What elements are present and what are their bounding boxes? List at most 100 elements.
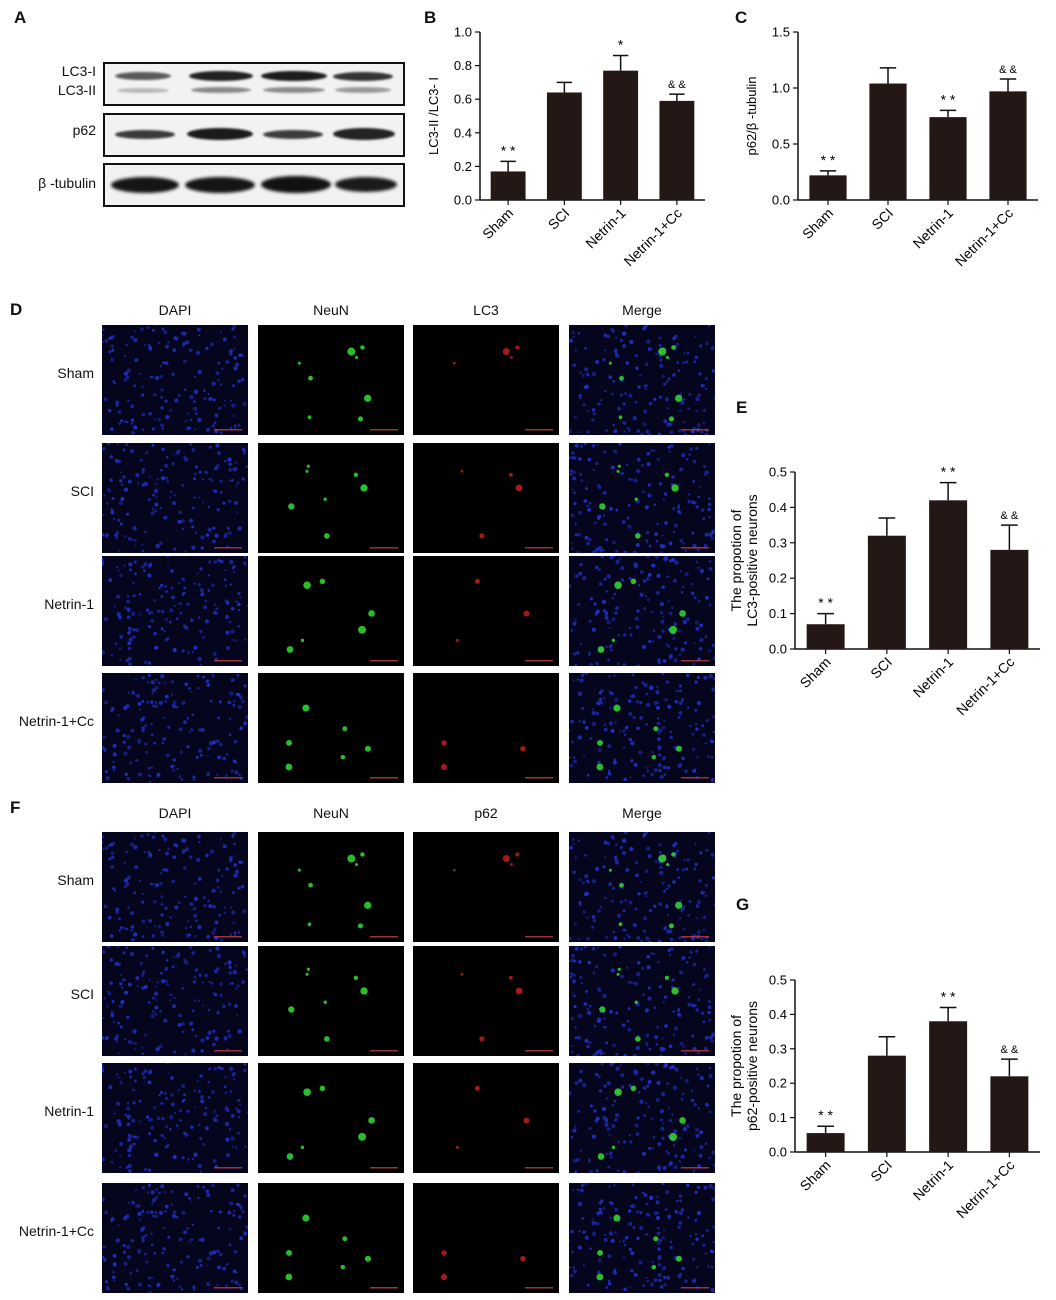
wb-label-p62: p62 bbox=[72, 122, 96, 138]
micrograph-merge bbox=[569, 443, 715, 553]
y-tick-label: 0.2 bbox=[769, 1076, 787, 1091]
column-header: LC3 bbox=[473, 302, 499, 318]
row-header: Sham bbox=[57, 872, 94, 888]
bar bbox=[546, 92, 582, 200]
row-header: Netrin-1+Cc bbox=[18, 713, 94, 729]
y-tick-label: 0.4 bbox=[769, 500, 787, 515]
micrograph-merge bbox=[569, 946, 715, 1056]
significance-mark: & & bbox=[999, 64, 1017, 76]
wb-label-lc3: LC3-I LC3-II bbox=[20, 62, 96, 100]
column-header: Merge bbox=[622, 805, 662, 821]
wb-box-p62 bbox=[103, 113, 405, 157]
row-header: Netrin-1 bbox=[44, 1103, 94, 1119]
row-header: Netrin-1 bbox=[44, 596, 94, 612]
y-tick-label: 0.1 bbox=[769, 606, 787, 621]
column-header: p62 bbox=[474, 805, 498, 821]
category-label: Netrin-1 bbox=[582, 205, 629, 252]
micrograph-dapi bbox=[102, 1063, 248, 1173]
category-label: SCI bbox=[867, 1157, 895, 1185]
category-label: SCI bbox=[868, 205, 896, 233]
row-header: SCI bbox=[70, 483, 94, 499]
y-tick-label: 0.0 bbox=[769, 1145, 787, 1160]
wb-box-beta-tubulin bbox=[103, 163, 405, 207]
micrograph-marker bbox=[413, 325, 559, 435]
panel-letter-g: G bbox=[736, 895, 750, 914]
micrograph-marker bbox=[413, 1063, 559, 1173]
y-tick-label: 0.8 bbox=[454, 58, 472, 73]
row-header: Sham bbox=[57, 365, 94, 381]
column-header: NeuN bbox=[313, 805, 349, 821]
panel-letter-e: E bbox=[736, 398, 748, 417]
micrograph-neun bbox=[258, 1183, 404, 1293]
micrograph-merge bbox=[569, 1183, 715, 1293]
significance-mark: * * bbox=[941, 464, 956, 480]
category-label: Netrin-1 bbox=[910, 1157, 957, 1204]
bar bbox=[806, 1133, 845, 1152]
micrograph-neun bbox=[258, 325, 404, 435]
category-label: Sham bbox=[797, 654, 834, 691]
significance-mark: * * bbox=[501, 142, 516, 158]
y-axis-label-line: p62-positive neurons bbox=[744, 1001, 760, 1131]
significance-mark: * bbox=[618, 37, 624, 53]
bar bbox=[490, 171, 526, 200]
micrograph-neun bbox=[258, 673, 404, 783]
micrograph-marker bbox=[413, 1183, 559, 1293]
panel-letter-d: D bbox=[10, 300, 23, 319]
micrograph-marker bbox=[413, 443, 559, 553]
bar bbox=[809, 175, 847, 200]
micrograph-neun bbox=[258, 946, 404, 1056]
y-axis-label: p62/β -tubulin bbox=[744, 76, 759, 155]
y-tick-label: 0.6 bbox=[454, 92, 472, 107]
column-header: DAPI bbox=[158, 302, 192, 318]
bar bbox=[867, 535, 906, 649]
y-tick-label: 0.2 bbox=[769, 571, 787, 586]
y-tick-label: 0.0 bbox=[772, 193, 790, 208]
bar-chart-c: 0.0 0.5 1.0 1.5 p62/β -tubulin * * Sham SCI * * N… bbox=[744, 25, 1038, 269]
category-label: Sham bbox=[479, 205, 516, 242]
panel-letter-a: A bbox=[14, 8, 27, 27]
micrograph-dapi bbox=[102, 673, 248, 783]
micrograph-marker bbox=[413, 556, 559, 666]
y-tick-label: 0.5 bbox=[772, 137, 790, 152]
wb-label-beta-tubulin: β -tubulin bbox=[38, 175, 96, 191]
micrograph-dapi bbox=[102, 443, 248, 553]
y-tick-label: 1.5 bbox=[772, 25, 790, 40]
micrograph-neun bbox=[258, 556, 404, 666]
panel-letter-c: C bbox=[735, 8, 748, 27]
y-axis-label: The propotion of LC3-positive neurons bbox=[728, 494, 760, 626]
y-axis-label: The propotion of p62-positive neurons bbox=[728, 1001, 760, 1131]
significance-mark: * * bbox=[818, 1107, 833, 1123]
y-tick-label: 1.0 bbox=[772, 81, 790, 96]
wb-label-lc3-ii: LC3-II bbox=[57, 82, 96, 98]
y-axis-label-line: The propotion of bbox=[728, 509, 744, 611]
panel-letter-f: F bbox=[10, 798, 21, 817]
significance-mark: * * bbox=[941, 989, 956, 1005]
column-header: Merge bbox=[622, 302, 662, 318]
category-label: SCI bbox=[867, 654, 895, 682]
column-header: DAPI bbox=[158, 805, 192, 821]
micrograph-marker bbox=[413, 946, 559, 1056]
significance-mark: & & bbox=[1001, 510, 1019, 522]
y-tick-label: 0.4 bbox=[769, 1007, 787, 1022]
bar bbox=[990, 1076, 1029, 1152]
micrograph-dapi bbox=[102, 325, 248, 435]
micrograph-marker bbox=[413, 673, 559, 783]
row-header: Netrin-1+Cc bbox=[18, 1223, 94, 1239]
bar bbox=[869, 83, 907, 200]
significance-mark: * * bbox=[818, 595, 833, 611]
micrograph-marker bbox=[413, 832, 559, 942]
micrograph-neun bbox=[258, 832, 404, 942]
significance-mark: * * bbox=[941, 91, 956, 107]
micrograph-neun bbox=[258, 443, 404, 553]
significance-mark: & & bbox=[668, 79, 686, 91]
wb-box-lc3 bbox=[103, 62, 405, 106]
bar bbox=[990, 549, 1029, 649]
y-tick-label: 0.3 bbox=[769, 535, 787, 550]
micrograph-merge bbox=[569, 556, 715, 666]
micrograph-dapi bbox=[102, 832, 248, 942]
bar bbox=[929, 500, 968, 649]
y-tick-label: 0.4 bbox=[454, 125, 472, 140]
y-axis-label-line: The propotion of bbox=[728, 1015, 744, 1117]
significance-mark: * * bbox=[821, 152, 836, 168]
bar-chart-e: 0.0 0.1 0.2 0.3 0.4 0.5 The propotion of LC3-po… bbox=[728, 464, 1040, 718]
